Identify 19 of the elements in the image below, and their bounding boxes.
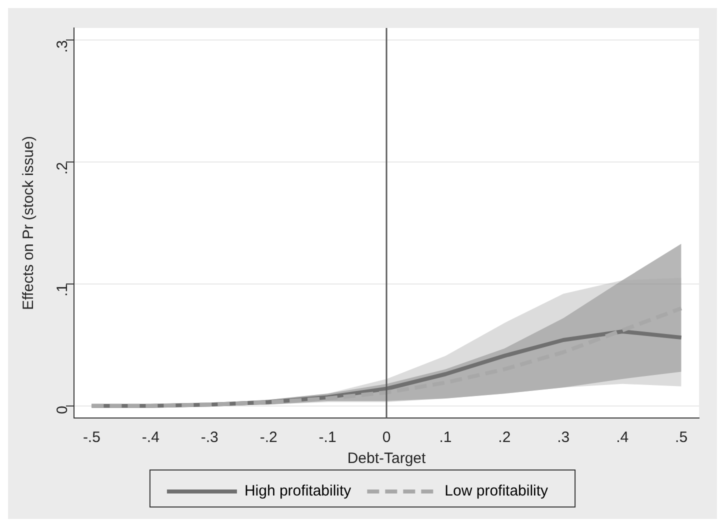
x-axis-title: Debt-Target [347, 450, 427, 468]
y-tick-label: 0 [54, 406, 72, 414]
x-tick-label: .3 [557, 429, 570, 446]
legend-label: Low profitability [444, 482, 549, 500]
x-tick-label: -.3 [200, 429, 218, 446]
x-tick-label: 0 [382, 429, 391, 446]
legend-label: High profitability [244, 482, 352, 500]
y-axis-title: Effects on Pr (stock issue) [20, 136, 38, 310]
y-tick-label: .3 [54, 40, 72, 53]
x-tick-label: -.1 [318, 429, 336, 446]
x-tick-label: .5 [675, 429, 688, 446]
y-tick-label: .1 [54, 284, 72, 296]
x-tick-label: .4 [616, 429, 629, 446]
x-tick-label: .2 [498, 429, 511, 446]
x-tick-label: -.2 [260, 429, 278, 446]
x-tick-label: -.4 [142, 429, 160, 446]
y-tick-label: .2 [54, 162, 72, 175]
x-tick-label: .1 [439, 429, 452, 446]
x-tick-label: -.5 [82, 429, 100, 446]
